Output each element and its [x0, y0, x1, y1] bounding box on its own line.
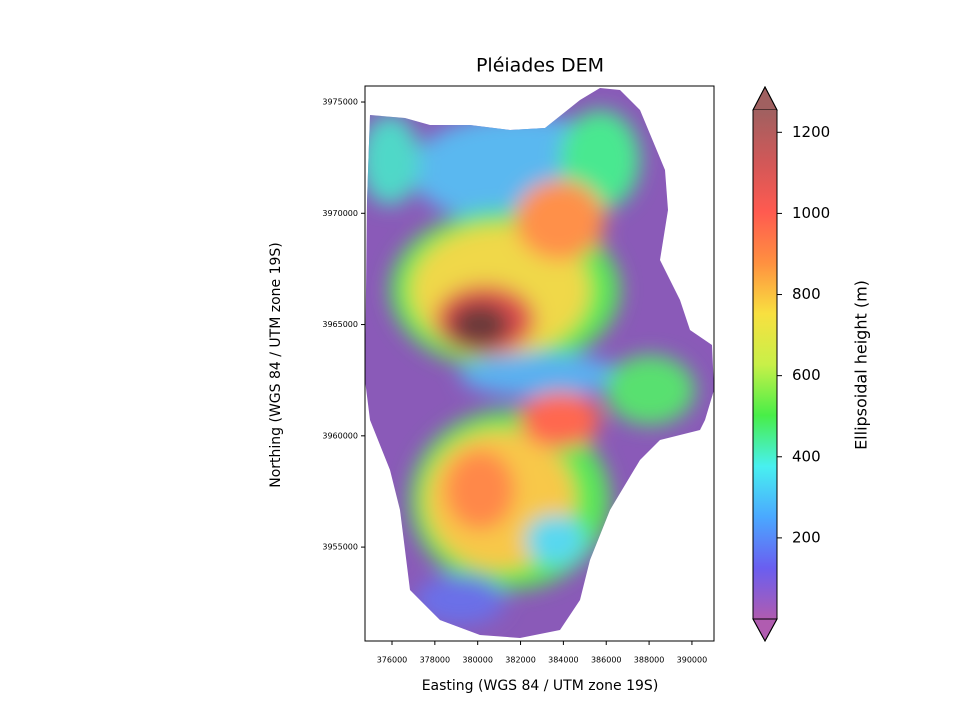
x-tick-label: 388000 [634, 656, 665, 665]
colorbar-gradient [753, 110, 777, 619]
x-tick-label: 386000 [591, 656, 622, 665]
colorbar [752, 85, 778, 643]
colorbar-extend-bottom [752, 618, 778, 643]
colorbar-extend-top [752, 85, 778, 111]
axes-frame [364, 85, 715, 642]
y-axis-label: Northing (WGS 84 / UTM zone 19S) [268, 242, 284, 488]
colorbar-tick-label: 800 [792, 285, 821, 303]
colorbar-tick-label: 200 [792, 528, 821, 546]
chart-title: Pléiades DEM [476, 55, 604, 77]
x-tick-label: 382000 [505, 656, 536, 665]
y-tick-label: 3975000 [322, 98, 358, 107]
x-tick-label: 376000 [377, 656, 408, 665]
x-tick-label: 378000 [420, 656, 451, 665]
x-tick-label: 380000 [462, 656, 493, 665]
colorbar-tick-label: 1000 [792, 204, 830, 222]
colorbar-tick-label: 600 [792, 366, 821, 384]
dem-raster [365, 88, 714, 638]
colorbar-tick-label: 400 [792, 447, 821, 465]
y-tick-label: 3960000 [322, 431, 358, 440]
x-axis-label: Easting (WGS 84 / UTM zone 19S) [422, 678, 659, 694]
y-tick-label: 3955000 [322, 543, 358, 552]
colorbar-frame [752, 85, 778, 643]
x-tick-label: 390000 [677, 656, 708, 665]
y-tick-label: 3965000 [322, 320, 358, 329]
colorbar-tick-label: 1200 [792, 123, 830, 141]
y-tick-label: 3970000 [322, 209, 358, 218]
colorbar-label: Ellipsoidal height (m) [852, 280, 871, 450]
x-tick-label: 384000 [548, 656, 579, 665]
